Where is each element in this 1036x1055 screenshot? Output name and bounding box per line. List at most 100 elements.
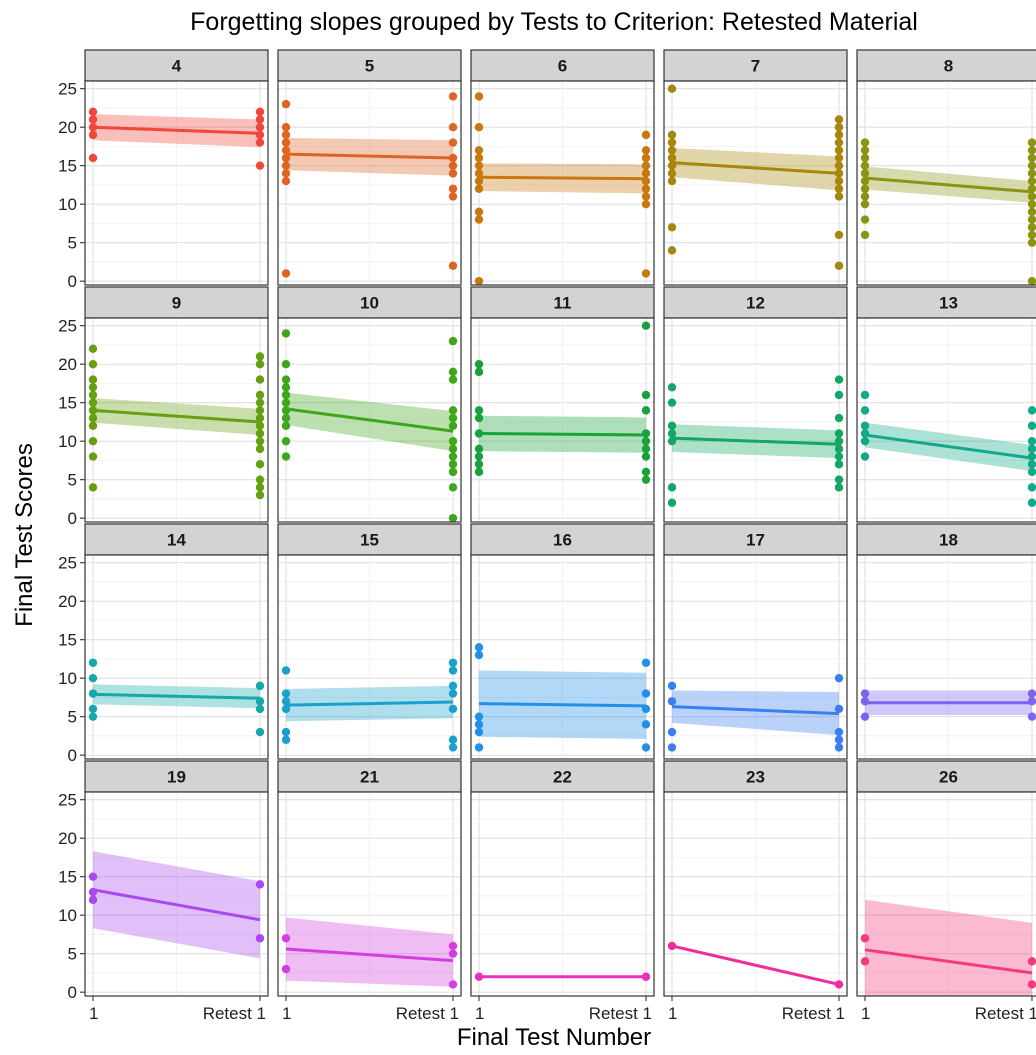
data-point [667, 223, 677, 232]
panel-23: 23 1 Retest 1 [663, 760, 848, 1023]
regression-line [671, 436, 840, 446]
regression-line [92, 888, 261, 922]
panel-17: 17 [663, 523, 848, 760]
data-point [88, 895, 98, 904]
y-tick-label: 25 [58, 791, 77, 810]
facet-label: 17 [746, 531, 765, 550]
data-point [667, 483, 677, 492]
panel-border [84, 791, 269, 997]
data-point [448, 153, 458, 163]
data-point [474, 972, 484, 981]
y-tick-label: 20 [58, 355, 77, 374]
data-point [255, 934, 265, 943]
data-point [474, 429, 484, 438]
panel-border [856, 554, 1036, 760]
confidence-band [865, 899, 1032, 996]
data-point [281, 666, 291, 675]
data-point [448, 192, 458, 201]
panel-16: 16 [470, 523, 655, 760]
data-point [281, 176, 291, 186]
y-tick-label: 10 [58, 432, 77, 451]
panel-border [470, 554, 655, 760]
data-point [474, 727, 484, 737]
chart-title: Forgetting slopes grouped by Tests to Cr… [190, 8, 918, 36]
data-point [834, 230, 844, 240]
panel-border [856, 791, 1036, 997]
data-point [281, 452, 291, 461]
data-point [448, 949, 458, 958]
data-point [255, 727, 265, 737]
data-point [667, 153, 677, 163]
gridlines [85, 81, 268, 285]
data-point [860, 406, 870, 415]
data-point [667, 429, 677, 438]
data-point [834, 390, 844, 400]
facet-label: 26 [939, 768, 958, 787]
data-point [474, 161, 484, 170]
data-point [860, 192, 870, 201]
regression-line [285, 152, 454, 160]
data-point [474, 359, 484, 369]
data-point [667, 169, 677, 178]
data-point [255, 161, 265, 170]
data-point [1027, 452, 1036, 461]
panel-border [663, 80, 848, 286]
data-point [860, 184, 870, 193]
data-point [474, 367, 484, 377]
panel-data [281, 917, 458, 989]
data-point [474, 460, 484, 469]
data-point [448, 666, 458, 675]
data-point [255, 880, 265, 889]
data-point [834, 444, 844, 454]
facet-strip [470, 523, 655, 556]
data-point [448, 261, 458, 270]
data-point [667, 246, 677, 255]
data-point [88, 658, 98, 667]
x-tick-label: Retest 1 [396, 1004, 459, 1023]
data-point [641, 475, 651, 484]
data-point [1027, 467, 1036, 477]
data-point [474, 720, 484, 729]
data-point [667, 697, 677, 706]
data-point [448, 452, 458, 461]
data-point [88, 130, 98, 140]
data-point [281, 727, 291, 737]
facet-label: 11 [554, 294, 572, 313]
facet-strip [663, 49, 848, 82]
panel-12: 12 [663, 286, 848, 523]
data-point [1027, 444, 1036, 454]
panel-border [277, 554, 462, 760]
data-point [834, 161, 844, 170]
data-point [88, 689, 98, 698]
data-point [1027, 436, 1036, 446]
data-point [641, 444, 651, 454]
data-point [834, 483, 844, 492]
data-point [641, 192, 651, 201]
gridlines [857, 792, 1036, 996]
data-point [255, 390, 265, 400]
data-point [641, 176, 651, 186]
panel-8: 8 [856, 49, 1036, 286]
data-point [641, 321, 651, 330]
data-point [860, 199, 870, 209]
data-point [1027, 460, 1036, 469]
data-point [667, 138, 677, 147]
data-point [281, 146, 291, 155]
data-point [1027, 138, 1036, 147]
data-point [281, 697, 291, 706]
data-point [474, 184, 484, 193]
data-point [641, 972, 651, 981]
panel-border [663, 554, 848, 760]
regression-line [92, 692, 261, 700]
data-point [641, 390, 651, 400]
data-point [834, 115, 844, 124]
data-point [281, 390, 291, 400]
data-point [255, 490, 265, 500]
data-point [834, 727, 844, 737]
data-point [448, 513, 458, 522]
data-point [834, 153, 844, 163]
data-point [641, 743, 651, 752]
regression-line [478, 702, 647, 708]
facet-label: 15 [360, 531, 379, 550]
